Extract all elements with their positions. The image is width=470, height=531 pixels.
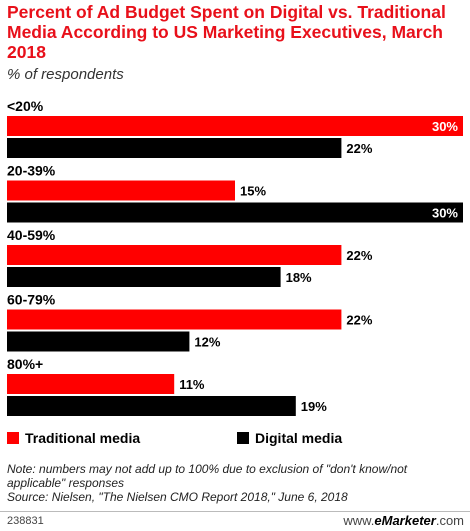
brand-suffix: .com xyxy=(435,513,464,528)
category-label: <20% xyxy=(7,98,44,114)
data-label: 12% xyxy=(194,335,220,350)
brand-prefix: www. xyxy=(343,513,375,528)
category-label: 40-59% xyxy=(7,227,56,243)
data-label: 30% xyxy=(432,206,458,221)
bar-digital xyxy=(7,202,463,223)
brand-name: eMarketer xyxy=(374,513,436,528)
data-label: 11% xyxy=(179,377,205,392)
legend-swatch-digital xyxy=(237,432,249,444)
footer-divider xyxy=(0,511,470,512)
legend-swatch-traditional xyxy=(7,432,19,444)
data-label: 15% xyxy=(240,184,266,199)
data-label: 30% xyxy=(432,119,458,134)
legend-label-digital: Digital media xyxy=(255,430,343,446)
source-text: Source: Nielsen, "The Nielsen CMO Report… xyxy=(7,490,348,504)
data-label: 18% xyxy=(286,270,312,285)
bar-chart: <20% 30% 22% 20-39% 15% 30% 40-59% 22% 18% 60-79%… xyxy=(7,98,463,416)
data-label: 22% xyxy=(346,248,372,263)
chart-id: 238831 xyxy=(7,515,44,527)
bar-traditional xyxy=(7,309,342,330)
data-label: 19% xyxy=(301,399,327,414)
bar-digital xyxy=(7,267,281,287)
brand-logo[interactable]: www.eMarketer.com xyxy=(343,513,464,528)
category-label: 60-79% xyxy=(7,292,56,308)
bar-digital xyxy=(7,138,342,158)
legend-item-traditional: Traditional media xyxy=(7,430,140,446)
bar-traditional xyxy=(7,245,342,265)
legend-label-traditional: Traditional media xyxy=(25,430,141,446)
note-text: Note: numbers may not add up to 100% due… xyxy=(7,462,408,490)
legend-item-digital: Digital media xyxy=(237,430,342,446)
bar-traditional xyxy=(7,116,463,136)
category-label: 80%+ xyxy=(7,356,43,372)
data-label: 22% xyxy=(346,313,372,328)
chart-notes: Note: numbers may not add up to 100% due… xyxy=(7,462,463,504)
bar-traditional xyxy=(7,374,175,394)
chart-title: Percent of Ad Budget Spent on Digital vs… xyxy=(7,2,446,62)
legend: Traditional media Digital media xyxy=(7,430,463,450)
bar-digital xyxy=(7,396,296,416)
bar-traditional xyxy=(7,180,235,201)
bar-digital xyxy=(7,331,190,352)
data-label: 22% xyxy=(346,141,372,156)
category-label: 20-39% xyxy=(7,163,56,179)
chart-subtitle: % of respondents xyxy=(7,66,124,83)
